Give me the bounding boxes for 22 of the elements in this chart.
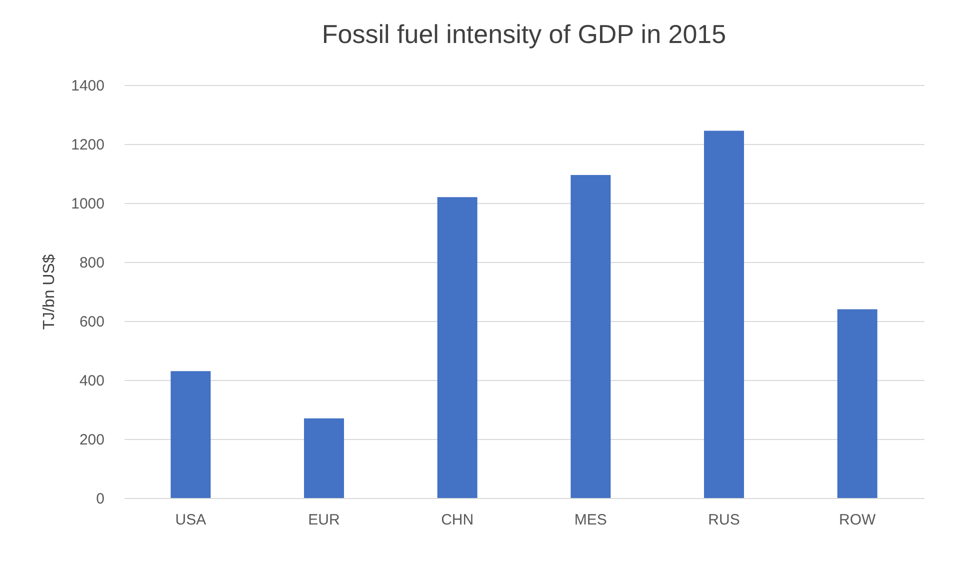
y-tick-label: 400 bbox=[79, 372, 104, 390]
y-axis-title: TJ/bn US$ bbox=[41, 254, 58, 330]
bar bbox=[570, 174, 611, 498]
y-tick-label: 1000 bbox=[71, 196, 104, 212]
y-tick-label: 0 bbox=[96, 490, 104, 508]
x-tick-label: USA bbox=[175, 512, 206, 528]
y-tick-label: 800 bbox=[79, 254, 104, 272]
x-tick-label: RUS bbox=[708, 512, 740, 528]
x-tick-label: MES bbox=[574, 512, 607, 528]
bar bbox=[704, 130, 744, 498]
x-tick-label: ROW bbox=[838, 512, 876, 528]
chart-title: Fossil fuel intensity of GDP in 2015 bbox=[322, 19, 726, 49]
y-tick-label: 600 bbox=[79, 314, 104, 330]
x-tick-label: CHN bbox=[441, 512, 474, 528]
x-tick-label: EUR bbox=[308, 512, 340, 528]
bar bbox=[170, 371, 211, 498]
y-tick-label: 1200 bbox=[71, 136, 104, 154]
y-tick-label: 200 bbox=[79, 432, 104, 448]
bar bbox=[304, 418, 344, 498]
bar bbox=[437, 197, 478, 498]
bar bbox=[837, 309, 878, 498]
y-tick-label: 1400 bbox=[71, 78, 104, 94]
